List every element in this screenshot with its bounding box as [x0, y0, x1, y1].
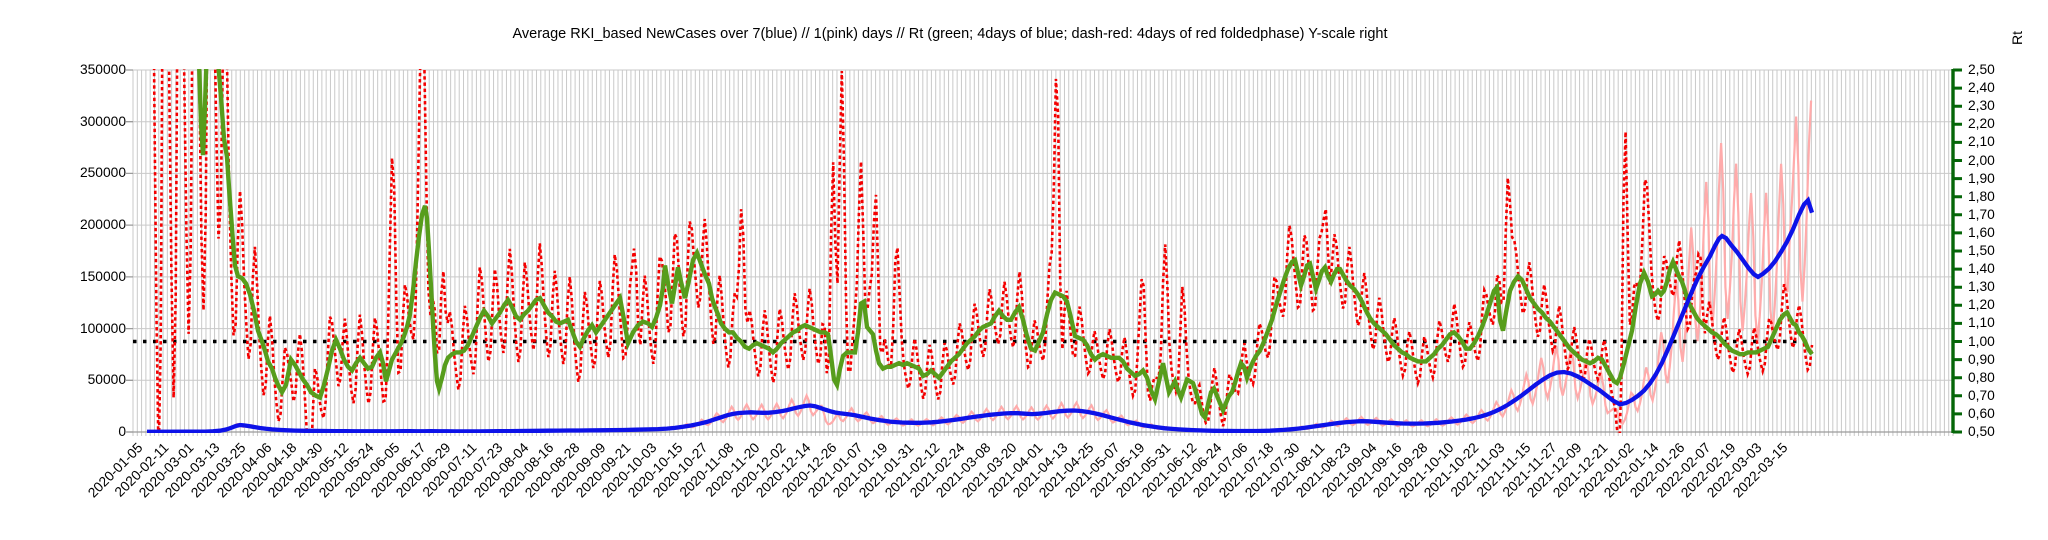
right-axis-tick-label: 2,40 — [1968, 80, 1995, 96]
right-axis-tick-label: 1,90 — [1968, 170, 1995, 186]
right-axis-tick-label: 1,40 — [1968, 261, 1995, 277]
right-axis-tick-label: 1,60 — [1968, 224, 1995, 240]
series-rt-green — [197, 69, 1814, 423]
right-axis-tick-label: 0,70 — [1968, 387, 1995, 403]
vertical-gridlines — [132, 70, 1954, 436]
left-axis-tick-label: 250000 — [79, 165, 126, 181]
right-axis-tick-label: 1,70 — [1968, 206, 1995, 222]
series-newcases-7day-blue — [146, 196, 1815, 433]
right-axis-tick-label: 0,80 — [1968, 369, 1995, 385]
right-axis-tick-label: 2,30 — [1968, 98, 1995, 114]
right-axis-ticks — [1953, 68, 1962, 434]
right-axis-tick-label: 0,60 — [1968, 405, 1995, 421]
plot-area — [133, 69, 1815, 433]
left-axis-tick-label: 50000 — [87, 372, 126, 388]
right-axis-tick-label: 1,10 — [1968, 315, 1995, 331]
left-axis-tick-label: 300000 — [79, 113, 126, 129]
right-axis-tick-label: 1,00 — [1968, 333, 1995, 349]
right-axis-title: Rt — [2009, 31, 2025, 45]
left-axis-ticks — [126, 69, 133, 433]
left-axis-tick-label: 200000 — [79, 217, 126, 233]
series-rt-red-dashed — [152, 69, 1814, 433]
right-axis-tick-label: 2,50 — [1968, 62, 1995, 77]
right-axis-tick-label: 2,00 — [1968, 152, 1995, 168]
left-axis-tick-label: 100000 — [79, 320, 126, 336]
right-axis-tick-label: 2,20 — [1968, 116, 1995, 132]
right-axis-tick-label: 1,50 — [1968, 243, 1995, 258]
right-axis-tick-label: 1,20 — [1968, 297, 1995, 313]
right-axis-tick-label: 0,90 — [1968, 351, 1995, 367]
left-axis-tick-label: 0 — [118, 424, 126, 439]
right-axis-tick-label: 2,10 — [1968, 134, 1995, 150]
left-axis-tick-label: 150000 — [79, 268, 126, 284]
right-axis-tick-label: 1,80 — [1968, 188, 1995, 204]
chart-title: Average RKI_based NewCases over 7(blue) … — [512, 26, 1388, 42]
left-axis-tick-label: 350000 — [79, 62, 126, 77]
right-axis-tick-label: 0,50 — [1968, 424, 1995, 439]
right-axis-tick-label: 1,30 — [1968, 279, 1995, 295]
